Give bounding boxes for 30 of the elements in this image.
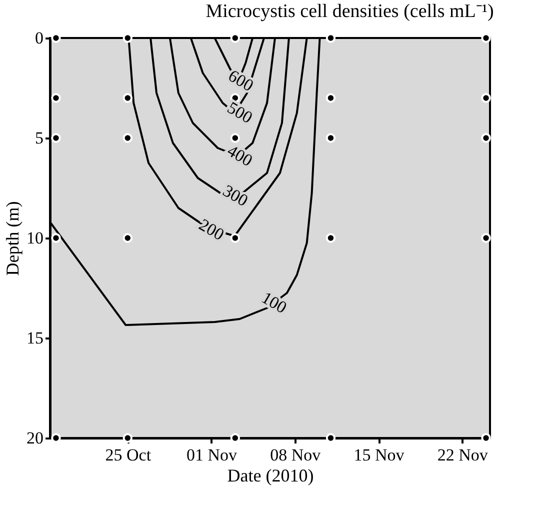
point (230, 133, 240, 143)
point (122, 93, 133, 103)
point (326, 93, 336, 103)
point (481, 93, 491, 103)
annotation: 500 (224, 98, 256, 128)
point (481, 133, 491, 143)
x-tick-label: 22 Nov (437, 446, 488, 464)
point (51, 93, 61, 103)
y-tick-label: 5 (35, 128, 44, 148)
point (230, 233, 240, 243)
y-axis-title: Depth (m) (2, 201, 22, 276)
point (326, 133, 336, 143)
y-tick-label: 15 (26, 328, 44, 348)
x-tick-label: 08 Nov (270, 446, 322, 464)
point (122, 233, 133, 243)
annotation: 100 (258, 288, 290, 318)
x-tick-label: 01 Nov (186, 446, 238, 464)
point (51, 133, 61, 143)
point (326, 233, 336, 243)
x-tick-label: 15 Nov (354, 446, 405, 464)
point (122, 133, 133, 143)
x-tick-label: 25 Oct (105, 446, 152, 464)
x-axis-title: Date (2010) (227, 466, 314, 486)
point (481, 233, 491, 243)
y-tick-label: 20 (26, 428, 44, 448)
y-tick-label: 0 (35, 28, 44, 48)
point (51, 233, 61, 243)
chart-title: Microcystis cell densities (cells mL⁻¹) (206, 1, 494, 22)
point (122, 433, 133, 443)
y-tick-label: 10 (26, 228, 44, 248)
